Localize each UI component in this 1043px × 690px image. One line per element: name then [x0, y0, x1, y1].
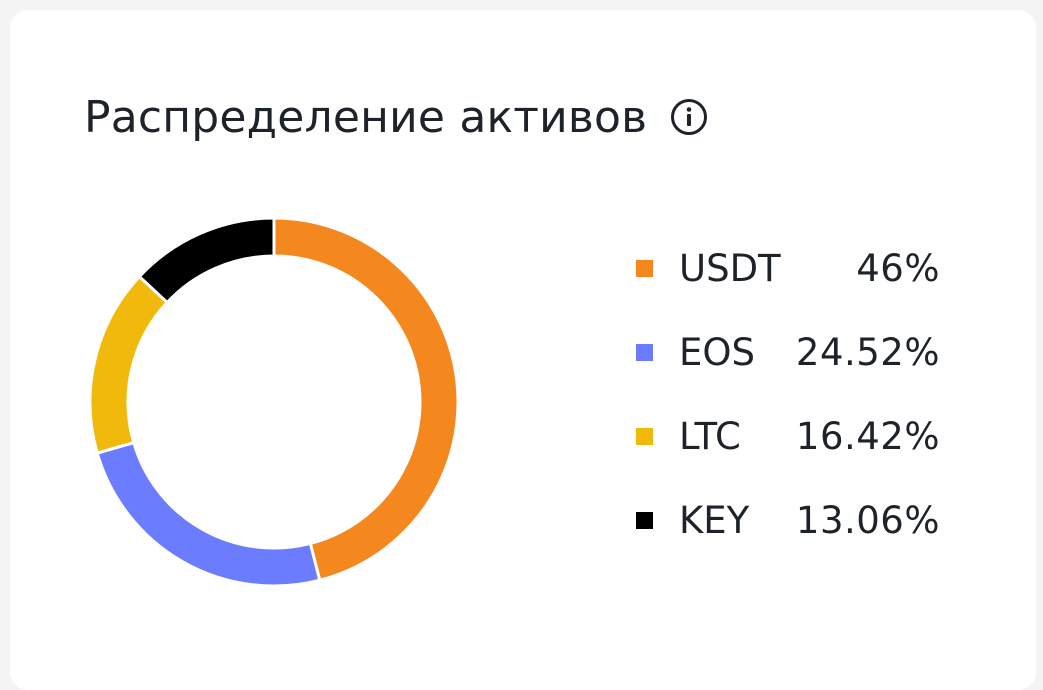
donut-chart — [88, 216, 460, 588]
legend-swatch — [636, 259, 653, 277]
legend-value: 24.52% — [795, 330, 940, 374]
legend-value: 16.42% — [795, 414, 940, 458]
legend-item-ltc[interactable]: LTC 16.42% — [636, 394, 956, 478]
card-title: Распределение активов — [84, 91, 648, 143]
donut-slice-usdt[interactable] — [272, 216, 460, 583]
legend-item-usdt[interactable]: USDT 46% — [636, 226, 956, 310]
asset-allocation-card: Распределение активов USDT 46% EOS 24.52% LT… — [10, 10, 1036, 690]
legend-label: KEY — [679, 498, 750, 542]
legend-swatch — [636, 511, 653, 529]
donut-slice-ltc[interactable] — [88, 274, 170, 455]
legend-label: EOS — [679, 330, 755, 374]
card-header: Распределение активов — [84, 82, 711, 152]
donut-slice-key[interactable] — [137, 216, 276, 305]
legend-label: LTC — [679, 414, 741, 458]
legend-item-key[interactable]: KEY 13.06% — [636, 478, 956, 562]
legend-label: USDT — [679, 246, 781, 290]
donut-slice-eos[interactable] — [95, 440, 322, 588]
legend-value: 13.06% — [795, 498, 940, 542]
legend-value: 46% — [856, 246, 940, 290]
legend-item-eos[interactable]: EOS 24.52% — [636, 310, 956, 394]
legend-swatch — [636, 427, 653, 445]
legend-swatch — [636, 343, 653, 361]
info-icon[interactable] — [667, 95, 711, 139]
chart-legend: USDT 46% EOS 24.52% LTC 16.42% KEY 13.06% — [636, 226, 956, 562]
info-circle-icon — [671, 99, 708, 135]
